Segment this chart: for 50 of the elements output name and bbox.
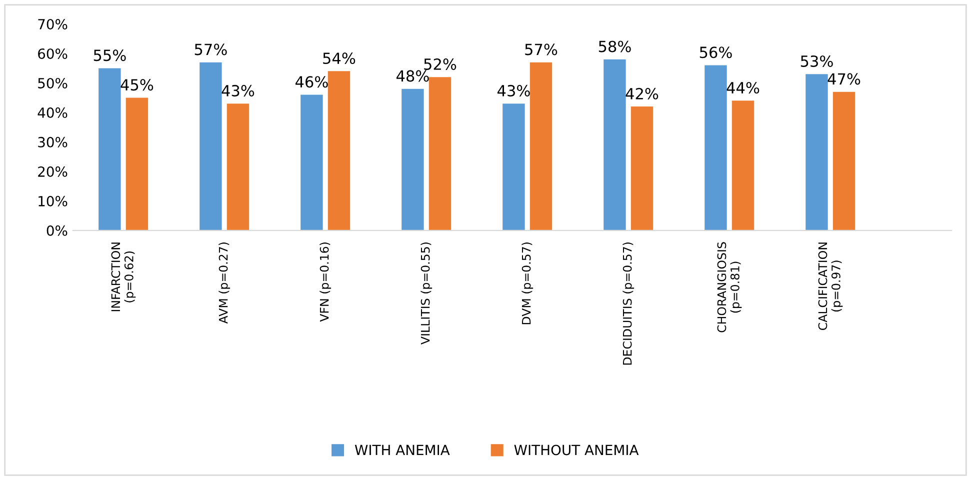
bar: [530, 62, 552, 230]
bar: [604, 59, 626, 230]
data-label: 47%: [828, 73, 860, 85]
data-label: 57%: [525, 44, 558, 56]
data-label: 52%: [424, 58, 456, 70]
data-label: 43%: [497, 84, 530, 96]
data-label: 48%: [396, 70, 429, 82]
x-tick-label: AVM (p=0.27): [218, 242, 230, 324]
legend-label: WITH ANEMIA: [354, 444, 450, 456]
y-tick-label: 20%: [38, 166, 68, 177]
bar: [328, 71, 350, 230]
data-label: 44%: [726, 82, 760, 94]
x-tick-label: VFN (p=0.16): [320, 242, 332, 322]
x-tick-label: CALCIFICATION (p=0.97): [818, 242, 843, 330]
data-label: 46%: [295, 76, 328, 88]
y-tick-label: 10%: [38, 196, 68, 206]
bar: [300, 94, 323, 230]
x-tick-label: INFARCTION (p=0.62): [111, 242, 136, 312]
data-label: 43%: [222, 84, 254, 96]
bar: [126, 98, 148, 230]
data-label: 55%: [94, 50, 126, 62]
data-label: 54%: [323, 52, 356, 64]
bar: [200, 62, 222, 230]
x-tick-label: DECIDUITIS (p=0.57): [622, 242, 634, 365]
data-label: 58%: [598, 40, 631, 52]
x-tick-label: CHORANGIOSIS (p=0.81): [717, 242, 742, 332]
x-tick-label: DVM (p=0.57): [522, 242, 534, 324]
bar: [226, 104, 250, 230]
data-label: 57%: [194, 44, 227, 56]
y-tick-label: 50%: [38, 78, 68, 88]
bar: [428, 77, 452, 230]
y-tick-label: 30%: [38, 136, 68, 148]
x-tick-label: VILLITIS (p=0.55): [420, 242, 432, 344]
y-tick-label: 40%: [38, 107, 68, 118]
bar: [630, 106, 654, 230]
y-tick-label: 70%: [38, 18, 68, 30]
y-tick-label: 60%: [38, 48, 68, 59]
bar: [402, 88, 424, 230]
y-tick-label: 0%: [46, 225, 68, 236]
bar: [806, 74, 828, 230]
bar: [502, 104, 525, 230]
data-label: 42%: [626, 88, 658, 100]
bar: [832, 92, 856, 230]
bar: [98, 68, 121, 230]
bar: [732, 100, 754, 230]
data-label: 56%: [700, 46, 732, 58]
data-label: 53%: [800, 55, 833, 67]
data-label: 45%: [120, 79, 154, 91]
legend-label: WITHOUT ANEMIA: [514, 444, 639, 456]
bar: [704, 65, 727, 230]
